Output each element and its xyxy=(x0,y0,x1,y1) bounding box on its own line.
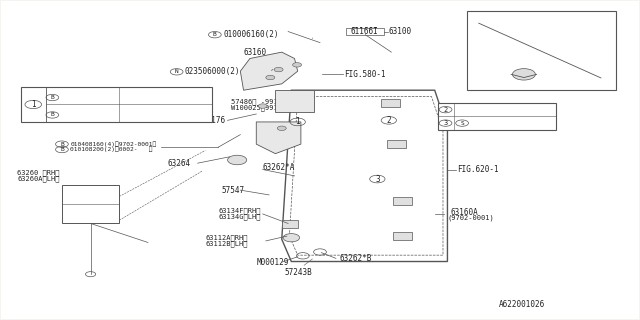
Text: 63262*B: 63262*B xyxy=(339,254,371,263)
Text: 3: 3 xyxy=(375,174,380,184)
Circle shape xyxy=(277,126,286,131)
Circle shape xyxy=(283,234,300,242)
Text: ゘9702-0001〉: ゘9702-0001〉 xyxy=(122,94,169,101)
Text: 3: 3 xyxy=(444,120,447,126)
Circle shape xyxy=(292,63,301,67)
FancyBboxPatch shape xyxy=(346,28,384,35)
Text: 63134G〈LH〉: 63134G〈LH〉 xyxy=(218,213,260,220)
Text: B: B xyxy=(51,95,54,100)
FancyBboxPatch shape xyxy=(62,185,119,223)
Text: A622001026: A622001026 xyxy=(499,300,545,309)
Text: 57486〈 -9911〉: 57486〈 -9911〉 xyxy=(231,98,286,105)
Text: 61166I: 61166I xyxy=(351,27,378,36)
FancyBboxPatch shape xyxy=(467,11,616,90)
Text: ( -0001): ( -0001) xyxy=(473,19,510,28)
Text: 63112B〈LH〉: 63112B〈LH〉 xyxy=(205,240,248,247)
Text: M000129: M000129 xyxy=(256,258,289,267)
Text: 57243B: 57243B xyxy=(285,268,313,277)
Text: 1: 1 xyxy=(296,117,300,126)
Text: 63160: 63160 xyxy=(244,48,267,57)
Text: B: B xyxy=(60,142,64,147)
Text: ゙0002-    〉: ゙0002- 〉 xyxy=(122,112,169,118)
Text: 010408160(4)゘9702-0001〉: 010408160(4)゘9702-0001〉 xyxy=(70,141,156,147)
Bar xyxy=(282,220,298,228)
Text: S: S xyxy=(460,121,464,126)
Polygon shape xyxy=(241,52,298,90)
Text: 63260A〈LH〉: 63260A〈LH〉 xyxy=(17,175,60,182)
Bar xyxy=(394,232,412,240)
Circle shape xyxy=(228,155,246,165)
Text: FIG.620-1: FIG.620-1 xyxy=(457,165,499,174)
Bar xyxy=(387,140,406,148)
Text: 63134F〈RH〉: 63134F〈RH〉 xyxy=(218,207,260,214)
Text: 047106160(2): 047106160(2) xyxy=(471,120,522,126)
Text: 63176: 63176 xyxy=(202,116,225,125)
Circle shape xyxy=(266,75,275,80)
Text: 63160A: 63160A xyxy=(451,208,478,217)
Text: N: N xyxy=(175,69,179,74)
Text: 63112A〈RH〉: 63112A〈RH〉 xyxy=(205,235,248,241)
Text: 63262*A: 63262*A xyxy=(262,164,295,172)
Text: 023506000(2): 023506000(2) xyxy=(185,67,241,76)
Text: 63100: 63100 xyxy=(389,27,412,36)
Polygon shape xyxy=(275,90,314,112)
Text: 2: 2 xyxy=(444,107,447,113)
Text: (9702-0001): (9702-0001) xyxy=(447,214,494,221)
Bar xyxy=(394,197,412,205)
Text: 2: 2 xyxy=(387,116,391,125)
Text: 63176: 63176 xyxy=(540,65,563,74)
FancyBboxPatch shape xyxy=(20,87,212,122)
Text: 63264: 63264 xyxy=(167,159,190,168)
Text: B: B xyxy=(51,112,54,117)
Polygon shape xyxy=(256,122,301,154)
Text: 010408160(4): 010408160(4) xyxy=(62,94,113,101)
Bar xyxy=(381,99,399,107)
Text: 010006160(2): 010006160(2) xyxy=(223,30,278,39)
Text: B: B xyxy=(60,147,64,152)
Text: 61166I: 61166I xyxy=(351,27,378,36)
Text: W100025゘9912- 〉: W100025゘9912- 〉 xyxy=(231,104,294,111)
Text: 63160A゙0002-    〉: 63160A゙0002- 〉 xyxy=(457,106,529,113)
Text: 01040816A(2): 01040816A(2) xyxy=(62,112,113,118)
Circle shape xyxy=(513,69,536,80)
Text: B: B xyxy=(213,32,217,37)
Text: 1: 1 xyxy=(31,100,36,109)
Circle shape xyxy=(274,68,283,72)
Circle shape xyxy=(258,104,267,108)
Text: 57547: 57547 xyxy=(221,186,244,195)
FancyBboxPatch shape xyxy=(438,103,556,130)
Text: 63260 〈RH〉: 63260 〈RH〉 xyxy=(17,169,60,176)
Text: FIG.580-1: FIG.580-1 xyxy=(344,70,386,79)
Text: 010108200(2)゙0002-   〉: 010108200(2)゙0002- 〉 xyxy=(70,147,153,152)
